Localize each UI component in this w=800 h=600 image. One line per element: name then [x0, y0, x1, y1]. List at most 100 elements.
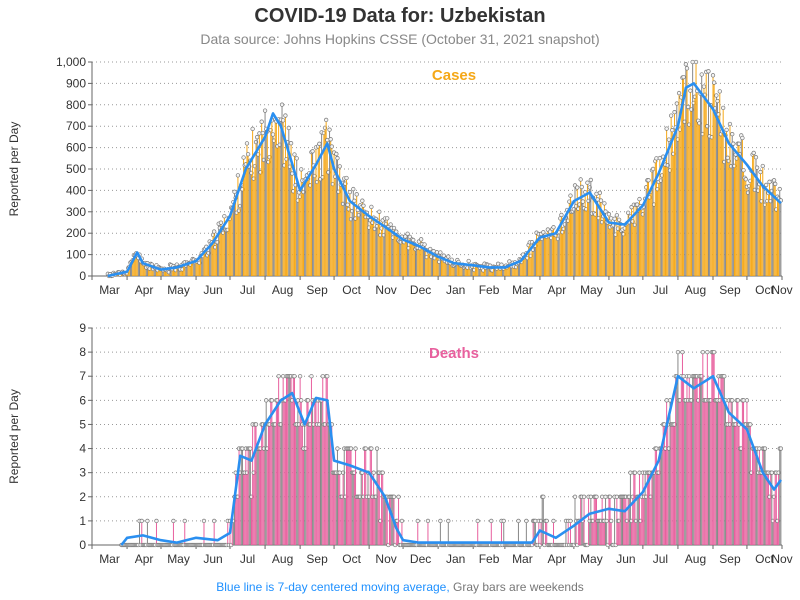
cases-x-tick-label: Dec: [410, 283, 431, 297]
cases-daily-bar: [419, 248, 421, 276]
cases-daily-bar: [387, 227, 389, 276]
deaths-daily-bar: [706, 352, 708, 545]
deaths-daily-bar: [598, 520, 600, 545]
cases-daily-bar: [511, 266, 513, 276]
cases-daily-bar: [463, 267, 465, 276]
cases-daily-point: [580, 199, 586, 204]
cases-daily-bar: [206, 255, 208, 276]
cases-daily-bar: [614, 218, 616, 276]
cases-daily-bar: [516, 264, 518, 276]
cases-daily-bar: [670, 115, 672, 276]
deaths-daily-bar: [141, 520, 143, 545]
deaths-daily-bar: [375, 496, 377, 545]
cases-daily-point: [328, 137, 333, 142]
cases-daily-bar: [679, 129, 681, 276]
cases-daily-bar: [184, 262, 186, 276]
cases-daily-bar: [517, 262, 519, 276]
cases-daily-bar: [442, 258, 444, 276]
deaths-daily-bar: [755, 448, 757, 545]
cases-daily-bar: [693, 102, 695, 276]
deaths-daily-point: [309, 374, 314, 379]
deaths-daily-bar: [306, 400, 308, 545]
deaths-daily-bar: [282, 376, 284, 545]
cases-daily-point: [499, 262, 504, 267]
cases-daily-bar: [736, 158, 738, 276]
deaths-daily-point: [415, 518, 420, 524]
cases-daily-bar: [766, 200, 768, 276]
deaths-daily-point: [297, 374, 303, 379]
cases-daily-point: [235, 173, 241, 178]
deaths-daily-point: [735, 398, 741, 403]
cases-daily-bar: [351, 211, 353, 276]
cases-daily-point: [257, 131, 262, 136]
cases-daily-bar: [565, 217, 567, 276]
cases-daily-bar: [368, 227, 370, 276]
cases-daily-bar: [286, 159, 288, 276]
deaths-daily-bar: [641, 496, 643, 545]
deaths-daily-point: [391, 494, 397, 499]
deaths-daily-bar: [288, 376, 290, 545]
deaths-daily-bar: [542, 496, 544, 545]
cases-daily-point: [764, 182, 769, 188]
cases-daily-bar: [567, 220, 569, 276]
deaths-daily-bar: [623, 496, 625, 545]
cases-daily-point: [670, 128, 675, 133]
cases-daily-bar: [720, 134, 722, 276]
cases-daily-point: [672, 109, 677, 115]
deaths-daily-bar: [532, 520, 534, 545]
cases-daily-bar: [210, 243, 212, 276]
cases-daily-point: [446, 254, 451, 259]
cases-daily-point: [714, 93, 719, 98]
cases-daily-bar: [733, 165, 735, 276]
deaths-daily-bar: [579, 520, 581, 545]
deaths-daily-bar: [620, 496, 622, 545]
deaths-daily-bar: [769, 496, 771, 545]
cases-daily-bar: [383, 235, 385, 276]
deaths-daily-point: [399, 518, 405, 524]
cases-daily-point: [347, 189, 353, 195]
cases-daily-bar: [369, 220, 371, 276]
cases-daily-bar: [187, 263, 189, 276]
cases-daily-bar: [305, 179, 307, 276]
deaths-daily-bar: [255, 424, 257, 545]
deaths-daily-bar: [500, 520, 502, 545]
deaths-daily-bar: [614, 496, 616, 545]
deaths-daily-bar: [396, 520, 398, 545]
cases-daily-bar: [197, 259, 199, 276]
cases-daily-bar: [282, 120, 284, 276]
cases-daily-bar: [239, 205, 241, 276]
deaths-daily-bar: [322, 376, 324, 545]
cases-daily-point: [751, 150, 756, 156]
deaths-daily-bar: [275, 400, 277, 545]
cases-daily-bar: [331, 146, 333, 276]
cases-daily-bar: [771, 190, 773, 276]
cases-daily-bar: [732, 143, 734, 276]
cases-daily-bar: [689, 90, 691, 276]
cases-daily-bar: [526, 258, 528, 276]
cases-daily-point: [603, 209, 608, 214]
cases-daily-bar: [247, 154, 249, 276]
cases-daily-point: [354, 192, 359, 197]
deaths-daily-bar: [439, 520, 441, 545]
cases-daily-bar: [683, 77, 685, 276]
deaths-daily-bar: [779, 448, 781, 545]
cases-daily-bar: [230, 207, 232, 276]
deaths-daily-point: [748, 422, 753, 427]
cases-daily-bar: [364, 211, 366, 276]
cases-daily-point: [760, 163, 765, 169]
cases-daily-bar: [439, 252, 441, 276]
deaths-daily-bar: [309, 424, 311, 545]
cases-daily-bar: [609, 227, 611, 276]
cases-daily-point: [292, 152, 297, 157]
deaths-daily-bar: [757, 472, 759, 545]
cases-daily-point: [377, 209, 382, 214]
cases-daily-bar: [327, 172, 329, 276]
cases-daily-bar: [586, 182, 588, 276]
cases-daily-bar: [298, 192, 300, 276]
cases-daily-bar: [703, 86, 705, 276]
deaths-daily-bar: [303, 448, 305, 545]
deaths-daily-bar: [696, 376, 698, 545]
deaths-y-tick-label: 0: [79, 538, 86, 552]
cases-daily-point: [585, 180, 590, 185]
deaths-daily-bar: [606, 520, 608, 545]
